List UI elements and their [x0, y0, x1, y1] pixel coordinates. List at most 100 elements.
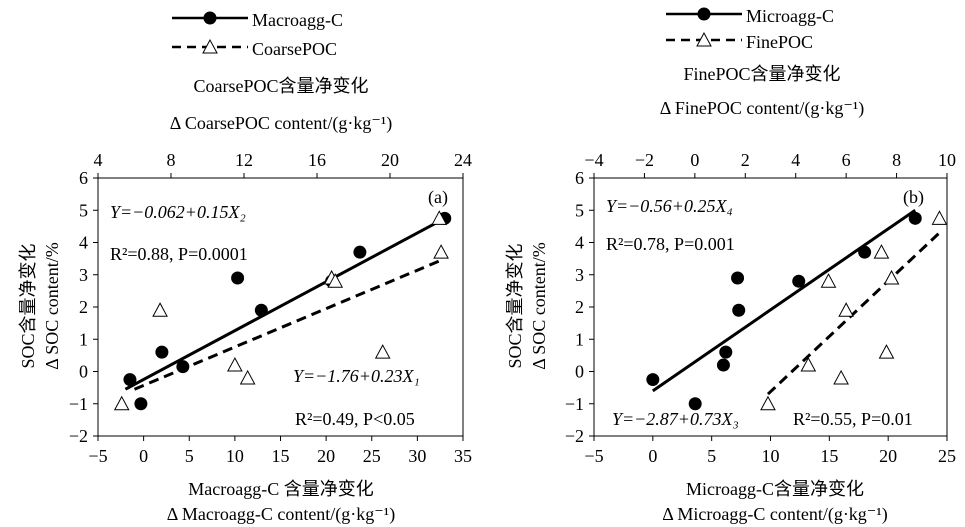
macroagg-c-point	[353, 245, 367, 259]
y-axis-title-en-b: Δ SOC content/%	[529, 242, 549, 370]
y-tick-label: 2	[79, 297, 88, 317]
y-tick-label: 0	[79, 362, 88, 382]
finepoc-point	[873, 244, 890, 259]
fit-lines-b	[651, 209, 941, 396]
x-axis-bottom-a: −5 0 5 10 15 20 25 30 35	[88, 436, 472, 466]
microagg-c-point	[732, 303, 746, 317]
x-bottom-tick-label: 5	[185, 446, 194, 466]
x-top-tick-label: 10	[938, 150, 956, 170]
x-bottom-tick-label: 20	[879, 446, 897, 466]
legend-dashed-marker-a	[202, 38, 218, 54]
microagg-c-point	[908, 211, 922, 225]
x-bottom-tick-label: 10	[226, 446, 244, 466]
y-axis-a: −2 −1 0 1 2 3 4 5 6	[69, 168, 98, 446]
x-axis-top-b: −4 −2 0 2 4 6 8 10	[584, 150, 956, 178]
x-top-tick-label: 4	[94, 150, 103, 170]
x-bottom-tick-label: 15	[820, 446, 838, 466]
coarsepoc-point	[374, 344, 391, 359]
y-tick-label: 4	[79, 233, 88, 253]
panel-b: Microagg-C FinePOC FinePOC含量净变化 Δ FinePO…	[505, 6, 956, 525]
equation-finepoc: Y=−0.56+0.25X₄	[606, 196, 733, 216]
stats-coarsepoc: R²=0.49, P<0.05	[295, 409, 415, 429]
coarsepoc-point	[327, 273, 344, 288]
macroagg-c-point	[134, 397, 148, 411]
x-top-tick-label: 12	[235, 150, 253, 170]
y-tick-label: −2	[69, 426, 88, 446]
microagg-c-fit-line	[651, 209, 917, 393]
finepoc-point	[760, 395, 776, 411]
plot-frame-b	[593, 177, 948, 437]
coarsepoc-point	[113, 395, 130, 411]
top-axis-title-en-a: Δ CoarsePOC content/(g·kg⁻¹)	[170, 113, 392, 134]
microagg-c-point	[716, 358, 730, 372]
x-top-tick-label: 0	[690, 150, 699, 170]
stats-macroagg: R²=0.88, P=0.0001	[110, 244, 248, 264]
finepoc-point	[931, 210, 948, 225]
panel-a: Macroagg-C CoarsePOC CoarsePOC含量净变化 Δ Co…	[18, 10, 472, 525]
panel-label-a: (a)	[428, 187, 448, 208]
equation-coarsepoc: Y=−1.76+0.23X₁	[293, 366, 420, 386]
x-top-tick-label: 2	[741, 150, 750, 170]
x-axis-top-a: 4 8 12 16 20 24	[94, 150, 472, 178]
x-top-tick-label: 8	[892, 150, 901, 170]
finepoc-point	[838, 302, 854, 317]
microagg-c-point	[646, 373, 660, 387]
y-tick-label: 1	[575, 329, 584, 349]
finepoc-point	[820, 273, 837, 288]
stats-finepoc: R²=0.78, P=0.001	[606, 234, 735, 254]
y-tick-label: 5	[79, 200, 88, 220]
x-top-tick-label: −2	[635, 150, 654, 170]
macroagg-c-point	[231, 271, 245, 285]
coarsepoc-point	[431, 210, 448, 225]
x-top-tick-label: 4	[791, 150, 800, 170]
finepoc-fit-line	[766, 231, 941, 396]
y-tick-label: 4	[575, 233, 584, 253]
bottom-axis-title-zh-b: Microagg-C含量净变化	[686, 479, 864, 499]
x-bottom-tick-label: 25	[363, 446, 381, 466]
y-tick-label: 2	[575, 297, 584, 317]
y-tick-label: 1	[79, 329, 88, 349]
equation-microagg: Y=−2.87+0.73X₃	[612, 409, 739, 429]
x-bottom-tick-label: −5	[88, 446, 107, 466]
top-axis-title-zh-b: FinePOC含量净变化	[683, 64, 840, 84]
microagg-c-point	[792, 274, 806, 288]
x-top-tick-label: 16	[308, 150, 326, 170]
x-bottom-tick-label: 0	[648, 446, 657, 466]
y-tick-label: −2	[565, 426, 584, 446]
x-top-tick-label: −4	[584, 150, 603, 170]
microagg-c-point	[719, 345, 733, 359]
legend-solid-label-a: Macroagg-C	[252, 10, 343, 30]
y-tick-label: 6	[575, 168, 584, 188]
y-axis-title-en-a: Δ SOC content/%	[42, 242, 62, 370]
y-tick-label: 6	[79, 168, 88, 188]
data-points-a	[113, 210, 452, 411]
coarsepoc-point	[433, 244, 449, 259]
legend-dashed-label-b: FinePOC	[746, 32, 813, 52]
legend-dashed-marker-b	[696, 31, 712, 47]
finepoc-point	[878, 344, 895, 359]
legend-solid-marker-b	[697, 7, 711, 21]
macroagg-c-point	[254, 303, 268, 317]
x-bottom-tick-label: 20	[317, 446, 335, 466]
legend-solid-marker-a	[203, 11, 217, 25]
bottom-axis-title-zh-a: Macroagg-C 含量净变化	[188, 479, 373, 499]
x-bottom-tick-label: 5	[707, 446, 716, 466]
x-top-tick-label: 6	[842, 150, 851, 170]
y-axis-title-zh-a: SOC含量净变化	[18, 243, 38, 368]
panel-label-b: (b)	[903, 187, 924, 208]
y-axis-b: −2 −1 0 1 2 3 4 5 6	[565, 168, 594, 446]
y-tick-label: 5	[575, 200, 584, 220]
finepoc-point	[800, 356, 817, 372]
coarsepoc-point	[227, 356, 243, 372]
microagg-c-point	[858, 245, 872, 259]
top-axis-title-zh-a: CoarsePOC含量净变化	[194, 76, 369, 96]
bottom-axis-title-en-b: Δ Microagg-C content/(g·kg⁻¹)	[662, 504, 887, 525]
finepoc-point	[883, 269, 900, 285]
legend-solid-label-b: Microagg-C	[746, 6, 834, 26]
macroagg-c-point	[176, 360, 190, 374]
data-points-b	[646, 210, 948, 411]
y-tick-label: 3	[79, 265, 88, 285]
equation-macroagg: Y=−0.062+0.15X₂	[110, 202, 246, 222]
x-top-tick-label: 20	[381, 150, 399, 170]
